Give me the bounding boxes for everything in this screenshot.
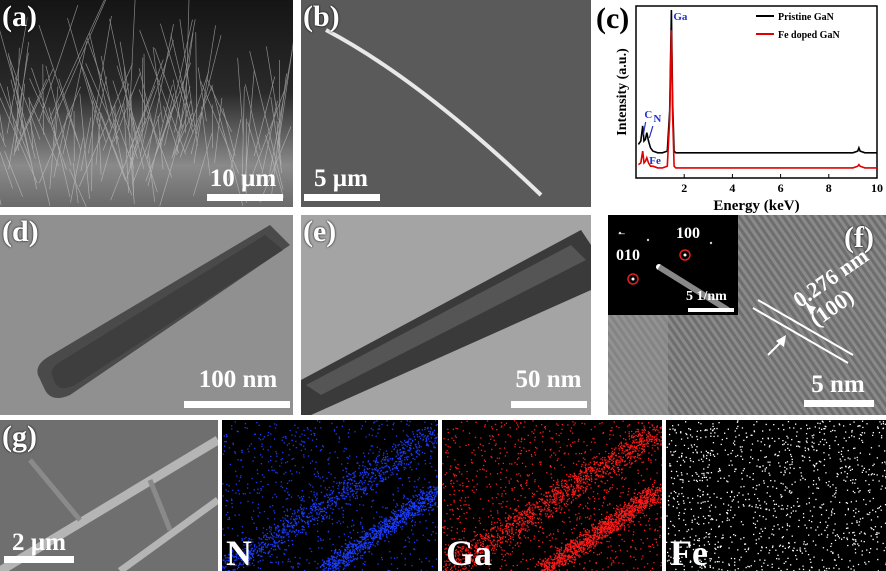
panel-a-sem-image: (a) 10 µm <box>0 0 293 207</box>
saed-inset: 100 ‾ 010 5 1/nm <box>608 215 738 315</box>
series-line-0 <box>637 9 877 154</box>
fe-map-label: Fe <box>670 533 708 571</box>
panel-b-sem-image: (b) 5 µm <box>301 0 591 207</box>
fe-map-panel: Fe <box>666 420 886 571</box>
eds-spectrum-chart: 2 4 6 8 10 Energy (keV) Intensity (a.u.) Pristi… <box>615 5 883 214</box>
nanowire-forest-image <box>0 0 293 207</box>
scale-label-b: 5 µm <box>314 165 368 192</box>
scale-label-a: 10 µm <box>209 165 277 192</box>
legend-label: Pristine GaN <box>778 12 835 23</box>
x-tick-label: 10 <box>871 181 883 195</box>
plot-frame <box>635 5 878 179</box>
ga-elemental-map <box>442 420 662 571</box>
panel-f-hrtem-image: 100 ‾ 010 5 1/nm (f) 0.276 nm (100) 5 nm <box>608 215 886 415</box>
scale-bar-e <box>511 401 587 408</box>
scale-label-g: 2 µm <box>12 529 66 556</box>
x-tick-label: 4 <box>729 181 735 195</box>
ga-map-panel: Ga <box>442 420 662 571</box>
panel-label-c: (c) <box>596 2 630 35</box>
nanowire-tem-image-d <box>0 215 293 415</box>
fe-elemental-map <box>666 420 886 571</box>
nanowire-tem-image-e <box>301 215 591 415</box>
scale-label-d: 100 nm <box>198 366 278 393</box>
peak-annotation: Ga <box>673 11 688 23</box>
spot-label-010-bar: ‾ <box>619 233 625 250</box>
spot-label-100: 100 <box>676 225 700 242</box>
panel-label-a: (a) <box>2 0 37 33</box>
peak-annotation: N <box>653 113 661 125</box>
n-elemental-map <box>222 420 438 571</box>
y-axis-label: Intensity (a.u.) <box>615 48 630 136</box>
x-tick-label: 6 <box>778 181 784 195</box>
scale-label-e: 50 nm <box>515 366 582 393</box>
panel-label-e: (e) <box>303 215 337 248</box>
panel-c-eds-chart: 2 4 6 8 10 Energy (keV) Intensity (a.u.) Pristi… <box>596 0 886 215</box>
scale-label-f: 5 nm <box>811 371 865 398</box>
single-nanowire-image <box>301 0 591 207</box>
ga-map-label: Ga <box>446 533 493 571</box>
diffraction-pattern <box>618 231 730 313</box>
panel-label-g: (g) <box>2 420 37 453</box>
x-axis-label: Energy (keV) <box>713 198 799 214</box>
annotation-arrow <box>642 121 647 136</box>
scale-bar-a <box>207 194 283 201</box>
panel-label-b: (b) <box>303 0 340 33</box>
annotation-arrow <box>648 125 654 139</box>
lattice-fringe-image <box>608 215 886 415</box>
panel-g-sem-image: (g) 2 µm <box>0 420 218 571</box>
inset-scale-label: 5 1/nm <box>686 289 727 304</box>
scale-bar-f <box>804 400 874 407</box>
panel-e-tem-image: (e) 50 nm <box>301 215 591 415</box>
spot-label-010: 010 <box>616 247 640 264</box>
n-map-panel: N <box>222 420 438 571</box>
series-line-1 <box>637 30 877 169</box>
peak-annotation: Fe <box>649 155 661 167</box>
legend-label: Fe doped GaN <box>778 30 840 41</box>
scale-bar-d <box>184 401 290 408</box>
panel-label-d: (d) <box>2 215 39 248</box>
peak-annotation: C <box>644 109 652 121</box>
inset-scale-bar <box>688 308 734 312</box>
nanowire-sem-image-g <box>0 420 218 571</box>
x-tick-label: 2 <box>681 181 687 195</box>
scale-bar-g <box>4 556 74 563</box>
scale-bar-b <box>304 194 380 201</box>
panel-label-f: (f) <box>844 221 874 254</box>
n-map-label: N <box>226 533 252 571</box>
panel-d-tem-image: (d) 100 nm <box>0 215 293 415</box>
x-tick-label: 8 <box>826 181 832 195</box>
